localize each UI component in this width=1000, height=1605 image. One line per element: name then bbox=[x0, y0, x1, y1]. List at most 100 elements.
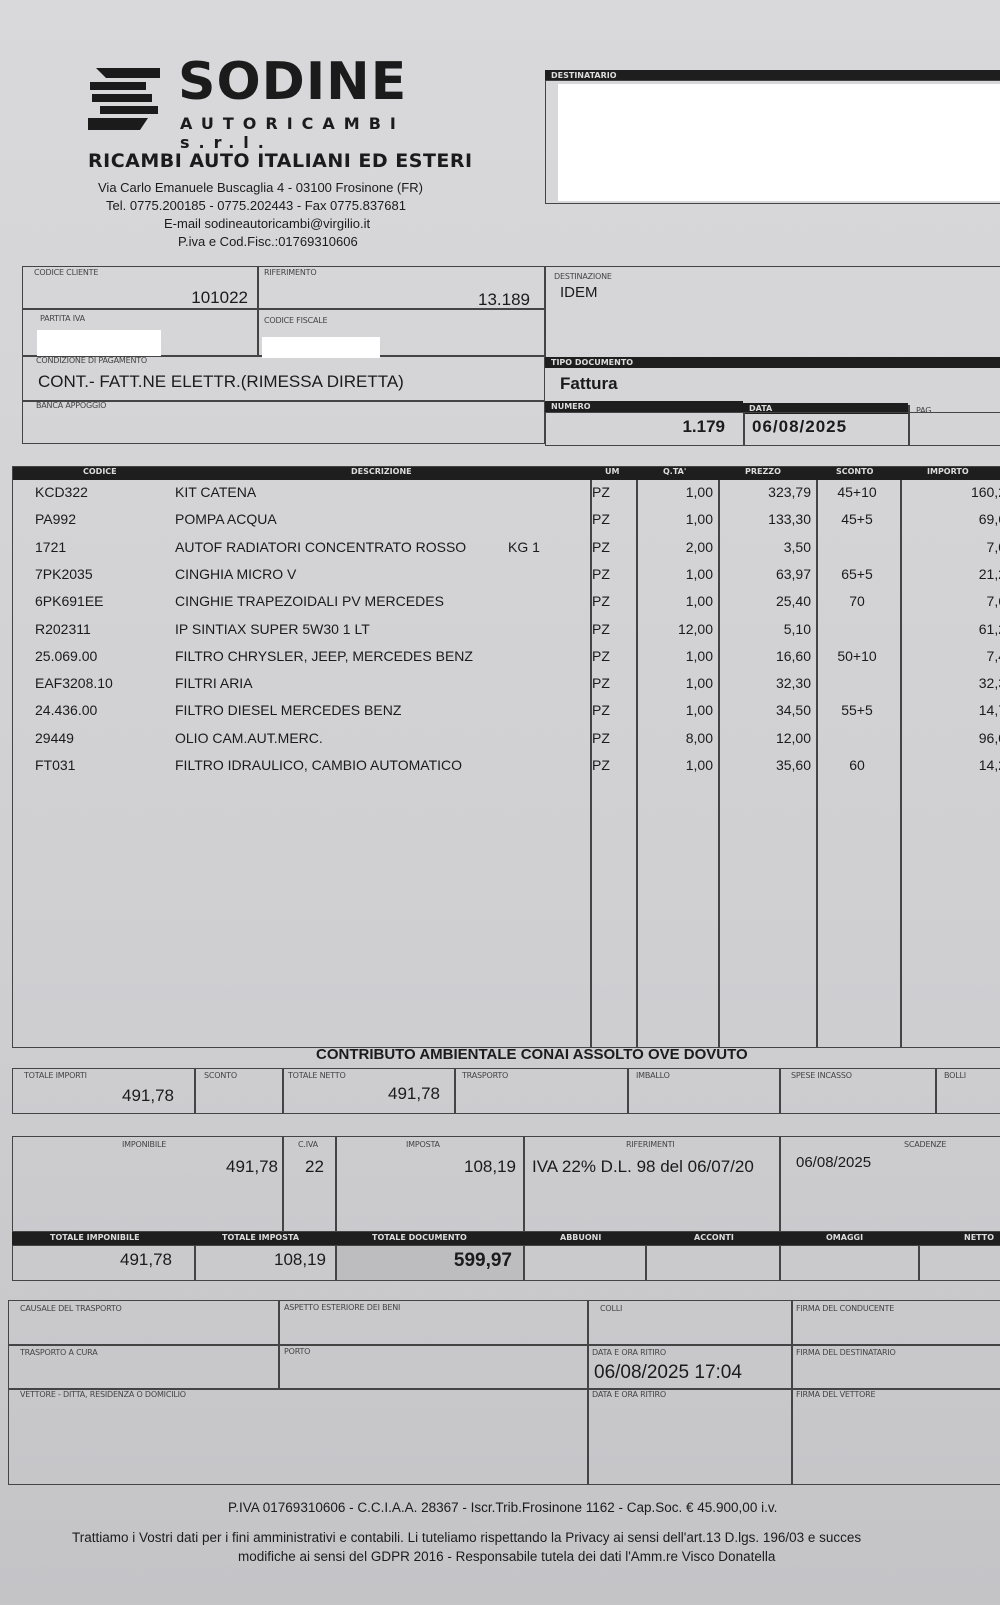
destinatario-box bbox=[545, 80, 1000, 204]
logo-s-icon bbox=[88, 68, 160, 130]
cell-um: PZ bbox=[592, 757, 610, 773]
cell-um: PZ bbox=[592, 565, 610, 582]
cell-qta: 1,00 bbox=[685, 702, 713, 719]
cell-importo: 21,2 bbox=[978, 565, 1000, 582]
cell-prezzo: 25,40 bbox=[775, 593, 811, 610]
codice-fiscale-label: CODICE FISCALE bbox=[264, 316, 328, 325]
company-address: Via Carlo Emanuele Buscaglia 4 - 03100 F… bbox=[98, 180, 423, 195]
cell-sconto: 55+5 bbox=[841, 702, 873, 719]
table-row: 6PK691EE CINGHIE TRAPEZOIDALI PV MERCEDES… bbox=[0, 593, 1000, 620]
firma-conducente-label: FIRMA DEL CONDUCENTE bbox=[796, 1304, 895, 1313]
trasporto-label: TRASPORTO bbox=[462, 1071, 509, 1080]
data-ritiro: 06/08/2025 17:04 bbox=[594, 1362, 742, 1383]
numero-label: NUMERO bbox=[545, 401, 743, 412]
cell-prezzo: 16,60 bbox=[775, 647, 811, 664]
cell-descrizione: FILTRI ARIA bbox=[175, 675, 253, 692]
col-descrizione: DESCRIZIONE bbox=[351, 467, 412, 476]
partita-iva-label: PARTITA IVA bbox=[40, 314, 85, 323]
cell-um: PZ bbox=[592, 729, 610, 746]
codice-cliente-label: CODICE CLIENTE bbox=[34, 268, 99, 277]
col-codice: CODICE bbox=[83, 467, 117, 476]
cell-qta: 2,00 bbox=[685, 538, 713, 555]
col-prezzo: PREZZO bbox=[745, 467, 781, 476]
cell-um: PZ bbox=[592, 620, 610, 637]
table-row: 1721 AUTOF RADIATORI CONCENTRATO ROSSO KG … bbox=[0, 539, 1000, 566]
redacted-partita-iva bbox=[37, 330, 161, 356]
items-table: CODICE DESCRIZIONE UM Q.TA' PREZZO SCONT… bbox=[12, 466, 1000, 1048]
table-header: CODICE DESCRIZIONE UM Q.TA' PREZZO SCONT… bbox=[13, 467, 1000, 480]
summary-box bbox=[12, 1245, 1000, 1281]
numero: 1.179 bbox=[682, 417, 725, 436]
acconti-label: ACCONTI bbox=[694, 1233, 734, 1242]
tot-documento: 599,97 bbox=[453, 1250, 512, 1271]
col-qta: Q.TA' bbox=[663, 467, 687, 476]
abbuoni-label: ABBUONI bbox=[560, 1233, 602, 1242]
col-importo: IMPORTO bbox=[927, 467, 969, 476]
cell-qta: 1,00 bbox=[685, 757, 713, 773]
cell-descrizione: FILTRO IDRAULICO, CAMBIO AUTOMATICO bbox=[175, 757, 463, 773]
riferimento-label: RIFERIMENTO bbox=[264, 268, 317, 277]
cell-descrizione: IP SINTIAX SUPER 5W30 1 LT bbox=[175, 620, 370, 637]
cell-codice: 25.069.00 bbox=[35, 647, 98, 664]
cell-um: PZ bbox=[592, 647, 610, 664]
destinatario-label: DESTINATARIO bbox=[545, 70, 1000, 81]
data-ritiro-label: DATA E ORA RITIRO bbox=[592, 1348, 666, 1357]
cell-importo: 7,4 bbox=[986, 647, 1000, 664]
aspetto-label: ASPETTO ESTERIORE DEI BENI bbox=[284, 1303, 401, 1312]
scadenza: 06/08/2025 bbox=[796, 1154, 872, 1171]
cell-prezzo: 35,60 bbox=[775, 757, 811, 773]
company-phone: Tel. 0775.200185 - 0775.202443 - Fax 077… bbox=[106, 198, 406, 213]
cell-descrizione: AUTOF RADIATORI CONCENTRATO ROSSO bbox=[175, 538, 467, 555]
cell-qta: 12,00 bbox=[677, 620, 713, 637]
imposta: 108,19 bbox=[464, 1157, 516, 1176]
company-email: E-mail sodineautoricambi@virgilio.it bbox=[164, 216, 371, 231]
data: 06/08/2025 bbox=[752, 417, 848, 436]
imponibile-label: IMPONIBILE bbox=[122, 1140, 167, 1149]
summary-bar bbox=[12, 1232, 1000, 1245]
cell-prezzo: 12,00 bbox=[775, 729, 811, 746]
numero-data-box bbox=[545, 412, 1000, 446]
civa: 22 bbox=[305, 1157, 324, 1176]
bolli-label: BOLLI bbox=[944, 1071, 966, 1080]
pag-label: PAG. bbox=[916, 406, 934, 415]
data-label: DATA bbox=[743, 403, 908, 414]
scadenze-label: SCADENZE bbox=[904, 1140, 947, 1149]
cell-importo: 32,3 bbox=[978, 675, 1000, 692]
table-row: PA992 POMPA ACQUA PZ 1,00 133,30 45+5 69,6 bbox=[0, 511, 1000, 538]
cell-um: PZ bbox=[592, 511, 610, 528]
cell-codice: 29449 bbox=[35, 729, 74, 746]
destinazione: IDEM bbox=[560, 284, 598, 301]
banca-label: BANCA APPOGGIO bbox=[36, 401, 107, 410]
cell-sconto: 50+10 bbox=[837, 647, 877, 664]
cell-codice: 24.436.00 bbox=[35, 702, 98, 719]
table-row: 29449 OLIO CAM.AUT.MERC. PZ 8,00 12,00 96,0 bbox=[0, 730, 1000, 757]
cell-prezzo: 34,50 bbox=[775, 702, 811, 719]
destinazione-label: DESTINAZIONE bbox=[554, 272, 612, 281]
cell-importo: 7,6 bbox=[986, 593, 1000, 610]
cell-um: PZ bbox=[592, 675, 610, 692]
tot-documento-shade bbox=[336, 1246, 523, 1280]
redacted-codice-fiscale bbox=[262, 337, 380, 358]
col-sconto: SCONTO bbox=[836, 467, 874, 476]
cell-qta: 1,00 bbox=[685, 511, 713, 528]
cell-prezzo: 3,50 bbox=[783, 538, 811, 555]
table-row: 24.436.00 FILTRO DIESEL MERCEDES BENZ PZ 1,… bbox=[0, 702, 1000, 729]
cell-qta: 1,00 bbox=[685, 675, 713, 692]
table-row: KCD322 KIT CATENA PZ 1,00 323,79 45+10 160,2 bbox=[0, 484, 1000, 511]
tot-imponibile: 491,78 bbox=[120, 1250, 172, 1269]
cell-descrizione: CINGHIA MICRO V bbox=[175, 565, 297, 582]
cell-importo: 96,0 bbox=[978, 729, 1000, 746]
cell-sconto: 70 bbox=[849, 593, 865, 610]
causale-label: CAUSALE DEL TRASPORTO bbox=[20, 1304, 122, 1313]
cell-prezzo: 63,97 bbox=[775, 565, 811, 582]
cell-qta: 1,00 bbox=[685, 484, 713, 500]
netto-label: NETTO bbox=[964, 1233, 995, 1242]
cell-importo: 14,2 bbox=[978, 757, 1000, 773]
cell-prezzo: 5,10 bbox=[783, 620, 811, 637]
trasporto-cura-label: TRASPORTO A CURA bbox=[20, 1348, 98, 1357]
totale-netto: 491,78 bbox=[388, 1084, 440, 1103]
footer-privacy-2: modifiche ai sensi del GDPR 2016 - Respo… bbox=[238, 1549, 776, 1564]
cell-codice: 7PK2035 bbox=[35, 565, 93, 582]
tot-imposta-label: TOTALE IMPOSTA bbox=[222, 1233, 300, 1242]
redacted-recipient bbox=[558, 84, 1000, 201]
